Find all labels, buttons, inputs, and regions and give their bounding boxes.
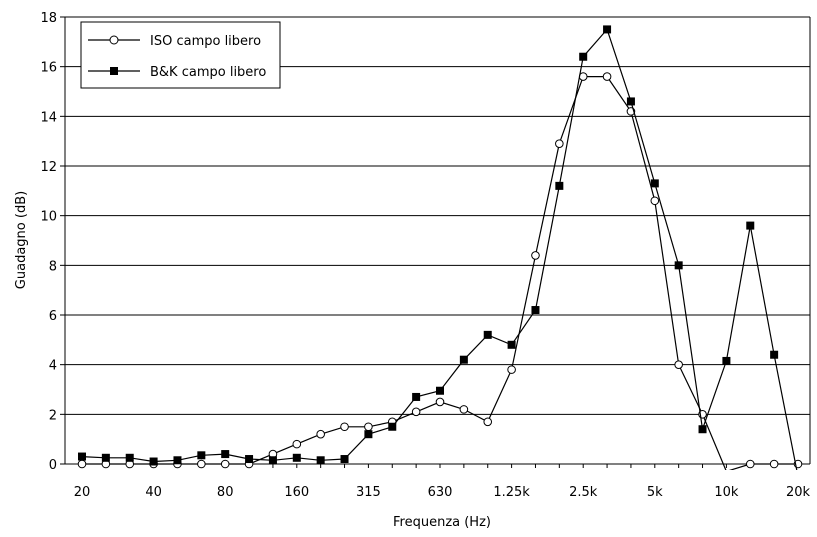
data-point <box>722 356 731 365</box>
series-iso <box>77 72 803 470</box>
data-point <box>603 25 612 34</box>
data-point <box>364 422 373 432</box>
y-tick-label: 12 <box>40 160 57 175</box>
data-point <box>483 330 492 339</box>
series-line <box>82 75 798 470</box>
legend-entry-iso: ISO campo libero <box>88 34 261 49</box>
y-tick-label: 14 <box>40 110 57 125</box>
data-point <box>197 451 206 460</box>
y-tick-label: 0 <box>49 458 57 473</box>
x-tick-label: 40 <box>145 485 162 500</box>
series-bk <box>78 25 798 470</box>
legend-box <box>80 21 281 89</box>
data-point <box>435 397 445 407</box>
data-point <box>483 417 493 427</box>
legend-label-bk: B&K campo libero <box>150 65 266 80</box>
x-axis-title: Frequenza (Hz) <box>393 515 491 530</box>
data-point <box>459 405 469 414</box>
data-point <box>388 422 397 431</box>
data-point <box>579 52 588 61</box>
y-axis-title: Guadagno (dB) <box>14 191 29 289</box>
series-layer <box>77 25 803 470</box>
data-point <box>340 422 349 432</box>
legend-label-iso: ISO campo libero <box>150 34 261 49</box>
data-point <box>78 452 86 461</box>
data-point <box>77 459 87 469</box>
data-point <box>507 365 516 374</box>
x-tick-label: 20k <box>786 485 811 500</box>
x-tick-label: 20 <box>74 485 91 500</box>
data-point <box>412 392 421 401</box>
x-tick-label: 2.5k <box>569 485 598 500</box>
data-point <box>220 459 230 469</box>
data-point <box>745 459 755 469</box>
y-axis-ticks: 0 2 4 6 8 10 12 14 16 18 <box>40 11 65 473</box>
y-tick-label: 18 <box>40 11 57 26</box>
data-point <box>125 453 134 462</box>
data-point <box>459 355 468 364</box>
x-axis-ticks: 20 40 80 160 315 630 1.25k 2.5k 5k 10k 20k <box>74 464 811 500</box>
data-point <box>626 97 635 106</box>
data-point <box>770 350 779 359</box>
data-point <box>149 457 158 466</box>
data-point <box>769 459 779 469</box>
data-point <box>698 425 707 434</box>
data-point <box>101 453 110 462</box>
legend: ISO campo libero B&K campo libero <box>80 21 281 89</box>
data-point <box>555 181 564 190</box>
x-tick-label: 5k <box>647 485 663 500</box>
data-point <box>411 407 421 417</box>
x-tick-label: 1.25k <box>493 485 530 500</box>
data-point <box>221 450 230 459</box>
y-tick-label: 4 <box>49 359 57 374</box>
data-point <box>674 261 683 270</box>
data-point <box>316 456 325 465</box>
data-point <box>316 429 325 439</box>
data-point <box>292 453 301 462</box>
y-tick-label: 2 <box>49 408 57 423</box>
x-tick-label: 630 <box>428 485 453 500</box>
data-point <box>602 72 612 81</box>
data-point <box>507 340 516 349</box>
data-point <box>340 455 349 464</box>
data-point <box>650 179 659 188</box>
data-point <box>436 386 444 395</box>
legend-entry-bk: B&K campo libero <box>88 65 266 80</box>
x-tick-label: 315 <box>356 485 381 500</box>
data-point <box>674 360 683 369</box>
data-point <box>555 139 564 148</box>
data-point <box>531 306 540 315</box>
data-point <box>173 456 182 465</box>
data-point <box>292 439 302 449</box>
data-point <box>245 455 254 464</box>
x-tick-label: 80 <box>217 485 234 500</box>
x-tick-label: 10k <box>714 485 739 500</box>
y-tick-label: 6 <box>49 309 57 324</box>
series-line <box>81 28 798 470</box>
y-tick-label: 8 <box>49 259 57 274</box>
y-tick-label: 16 <box>40 61 57 76</box>
gridlines <box>65 16 810 465</box>
data-point <box>197 459 206 469</box>
legend-marker-bk <box>110 67 118 75</box>
legend-marker-iso <box>109 35 119 45</box>
data-point <box>364 430 373 439</box>
y-tick-label: 10 <box>40 210 57 225</box>
data-point <box>650 196 660 206</box>
x-tick-label: 160 <box>284 485 309 500</box>
data-point <box>531 251 540 260</box>
data-point <box>746 221 755 230</box>
data-point <box>268 456 277 465</box>
